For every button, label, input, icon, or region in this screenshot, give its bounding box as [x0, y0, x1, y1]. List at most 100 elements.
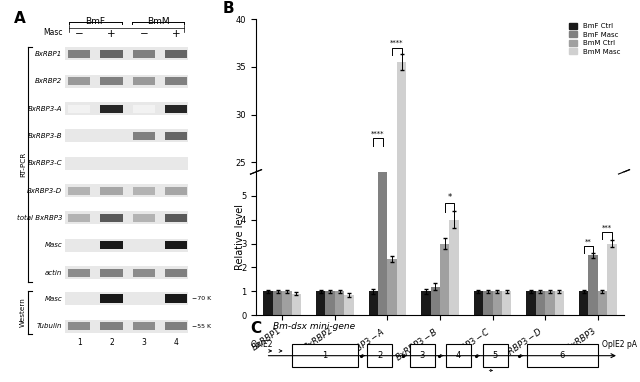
Text: Tubulin: Tubulin: [36, 323, 62, 329]
Text: 4: 4: [456, 351, 461, 360]
Text: 4: 4: [173, 338, 179, 348]
Text: BxRBP2: BxRBP2: [35, 78, 62, 84]
Bar: [526, 291, 536, 315]
Bar: [100, 77, 123, 85]
Text: Bm-dsx mini-gene: Bm-dsx mini-gene: [273, 322, 355, 331]
Bar: [378, 336, 387, 382]
Bar: [325, 291, 335, 315]
Legend: BmF Ctrl, BmF Masc, BmM Ctrl, BmM Masc: BmF Ctrl, BmF Masc, BmM Ctrl, BmM Masc: [569, 23, 621, 55]
Text: −: −: [75, 29, 84, 39]
Text: **: **: [585, 239, 591, 245]
Bar: [132, 322, 155, 330]
Bar: [387, 259, 397, 315]
Bar: [132, 77, 155, 85]
Bar: [65, 47, 188, 60]
Bar: [100, 295, 123, 303]
Bar: [65, 266, 188, 279]
Text: RT-PCR: RT-PCR: [20, 152, 26, 177]
Bar: [165, 322, 187, 330]
Bar: [165, 214, 187, 222]
Bar: [65, 320, 188, 333]
Text: ****: ****: [371, 131, 385, 136]
Bar: [421, 291, 431, 315]
Bar: [264, 291, 273, 315]
Bar: [316, 291, 325, 315]
Text: 1: 1: [323, 351, 328, 360]
Bar: [165, 295, 187, 303]
Bar: [440, 244, 449, 315]
Bar: [165, 186, 187, 195]
Text: Relative level: Relative level: [235, 204, 245, 270]
Bar: [165, 50, 187, 58]
Bar: [65, 239, 188, 252]
Bar: [607, 244, 617, 315]
Bar: [165, 132, 187, 140]
Text: +: +: [108, 29, 116, 39]
Bar: [483, 291, 493, 315]
Text: BxRBP3-A: BxRBP3-A: [28, 105, 62, 112]
Bar: [68, 214, 90, 222]
Bar: [165, 241, 187, 249]
Bar: [65, 75, 188, 88]
Text: 1: 1: [77, 338, 82, 348]
Text: −55 K: −55 K: [192, 324, 211, 329]
Text: Western: Western: [20, 298, 26, 327]
Bar: [335, 291, 344, 315]
Bar: [449, 220, 459, 315]
Text: BxRBP3-B: BxRBP3-B: [28, 133, 62, 139]
Bar: [344, 295, 354, 315]
Bar: [536, 291, 545, 315]
Bar: [65, 102, 188, 115]
Bar: [273, 291, 282, 315]
Bar: [68, 50, 90, 58]
Bar: [588, 256, 598, 315]
Bar: [410, 345, 435, 367]
Bar: [397, 62, 406, 382]
Text: ***: ***: [602, 224, 612, 230]
Text: 3: 3: [419, 351, 425, 360]
Bar: [100, 105, 123, 113]
Text: *: *: [447, 193, 452, 202]
Bar: [449, 363, 459, 382]
Bar: [65, 184, 188, 197]
Bar: [502, 291, 511, 315]
Bar: [165, 269, 187, 277]
Bar: [100, 241, 123, 249]
Bar: [65, 129, 188, 142]
Bar: [165, 77, 187, 85]
Bar: [378, 153, 387, 315]
Text: Masc: Masc: [44, 296, 62, 301]
Bar: [493, 291, 502, 315]
Text: total BxRBP3: total BxRBP3: [17, 215, 62, 221]
Bar: [132, 214, 155, 222]
Bar: [555, 291, 564, 315]
Text: −: −: [140, 29, 148, 39]
Text: ****: ****: [390, 40, 404, 46]
Bar: [545, 291, 555, 315]
Text: OpIE2 pA: OpIE2 pA: [602, 340, 637, 348]
Bar: [100, 322, 123, 330]
Text: C: C: [250, 321, 261, 336]
Bar: [132, 105, 155, 113]
Text: A: A: [14, 11, 26, 26]
Text: OpIE2: OpIE2: [250, 340, 273, 348]
Text: 2: 2: [377, 351, 383, 360]
Text: BxRBP1: BxRBP1: [35, 51, 62, 57]
Text: BxRBP3-D: BxRBP3-D: [27, 188, 62, 194]
Bar: [132, 50, 155, 58]
Bar: [387, 379, 397, 382]
Text: actin: actin: [45, 270, 62, 275]
Bar: [292, 345, 358, 367]
Bar: [132, 186, 155, 195]
Bar: [100, 50, 123, 58]
Text: Masc: Masc: [43, 28, 63, 37]
Bar: [474, 291, 483, 315]
Bar: [579, 291, 588, 315]
Bar: [397, 0, 406, 315]
Bar: [100, 269, 123, 277]
Bar: [527, 345, 598, 367]
Text: Masc: Masc: [44, 242, 62, 248]
Bar: [65, 292, 188, 305]
Bar: [65, 211, 188, 225]
Bar: [100, 186, 123, 195]
